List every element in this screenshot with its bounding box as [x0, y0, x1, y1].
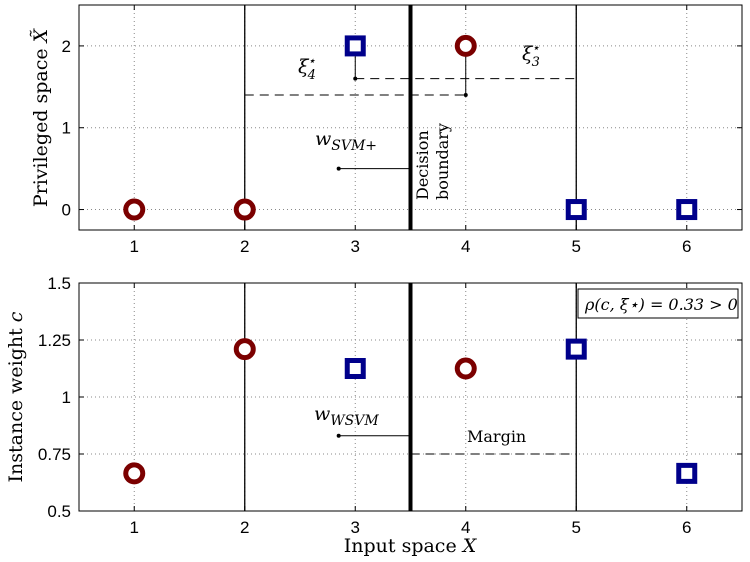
w-svmplus-label: wSVM+: [315, 128, 377, 154]
circle-point: [233, 198, 256, 221]
circle-point: [123, 198, 146, 221]
xi4-label: ξ⋆ 4: [298, 54, 316, 83]
x-tick-label: 3: [351, 237, 360, 256]
x-tick-label: 2: [240, 237, 249, 256]
y-tick-label: 1.5: [47, 274, 71, 293]
circle-point: [454, 357, 477, 380]
margin-label: Margin: [467, 427, 526, 446]
y-axis-label-top: Privileged spaceX̃: [30, 27, 52, 207]
y-tick-label: 0.5: [47, 502, 71, 521]
slack-end-dot: [353, 76, 358, 81]
panel-instance-weight: 1 2 3 4 5 6 0.5 0.75 1 1.25 1.5 wWSVM Margin ρ(c, …: [5, 274, 743, 557]
svg-text:Instance weightc: Instance weightc: [5, 311, 27, 482]
circle-point: [123, 462, 146, 485]
y-tick-label: 1.25: [38, 331, 71, 350]
xi3-label: ξ⋆ 3: [522, 41, 540, 70]
decision-boundary-label: Decision boundary: [413, 123, 452, 200]
y-axis-label-bottom: Instance weightc: [5, 311, 27, 482]
y-tick-label: 1: [62, 119, 71, 138]
decision-label-line2: boundary: [433, 123, 452, 200]
y-tick-label: 0.75: [38, 445, 71, 464]
square-point: [565, 199, 587, 221]
x-tick-label: 5: [572, 518, 581, 537]
x-tick-label: 4: [461, 518, 470, 537]
x-tick-label: 6: [682, 237, 691, 256]
x-tick-label: 5: [572, 237, 581, 256]
square-point: [676, 462, 698, 484]
panel-privileged-space: 1 2 3 4 5 6 0 1 2 wSVM+ ξ⋆ 4 ξ⋆ 3 Decision boundar…: [30, 4, 743, 256]
square-point: [565, 338, 587, 360]
slack-end-dot: [463, 93, 468, 97]
rho-box: [577, 288, 739, 319]
decision-label-line1: Decision: [413, 130, 432, 200]
w-pointer-dot: [336, 166, 341, 171]
w-pointer-dot: [336, 433, 341, 438]
x-axis-label: Input space X: [344, 535, 478, 557]
square-point: [676, 199, 698, 221]
x-tick-label: 1: [130, 237, 139, 256]
x-tick-label: 3: [351, 518, 360, 537]
rho-text: ρ(c, ξ⋆) = 0.33 > 0: [584, 295, 738, 314]
square-point: [344, 35, 366, 57]
y-tick-label: 2: [62, 37, 71, 56]
circle-point: [233, 338, 256, 361]
svg-text:Privileged spaceX̃: Privileged spaceX̃: [30, 27, 52, 207]
x-tick-label: 1: [130, 518, 139, 537]
x-tick-label: 4: [461, 237, 470, 256]
y-tick-label: 0: [62, 201, 71, 220]
w-wsvm-label: wWSVM: [314, 403, 379, 429]
square-point: [344, 358, 366, 379]
x-tick-label: 6: [682, 518, 691, 537]
circle-point: [454, 34, 477, 57]
y-tick-label: 1: [62, 388, 71, 407]
x-tick-label: 2: [240, 518, 249, 537]
